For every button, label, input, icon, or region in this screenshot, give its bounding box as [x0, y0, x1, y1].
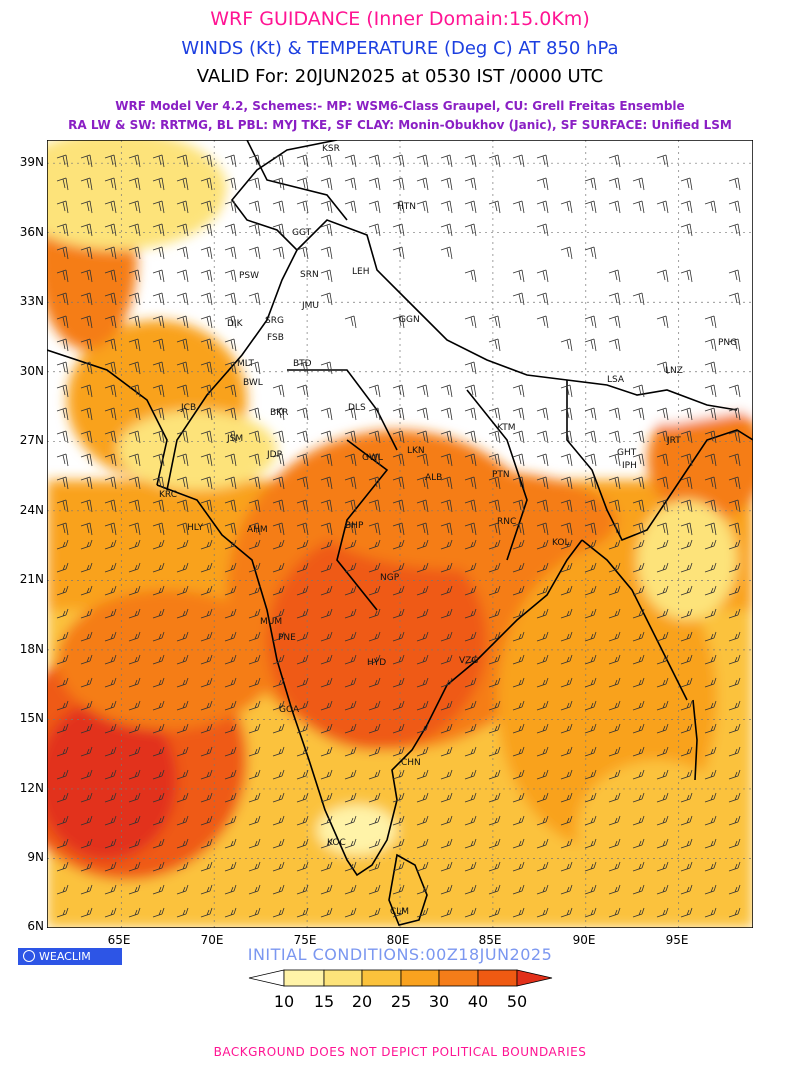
lat-tick-label: 18N: [4, 642, 44, 656]
model-scheme-line-1: WRF Model Ver 4.2, Schemes:- MP: WSM6-Cl…: [0, 99, 800, 113]
legend-label: 40: [468, 992, 488, 1011]
station-label: CLM: [390, 907, 409, 917]
footer-disclaimer: BACKGROUND DOES NOT DEPICT POLITICAL BOU…: [0, 1045, 800, 1059]
color-legend: 10 15 20 25 30 40 50: [246, 964, 556, 1024]
legend-label: 50: [507, 992, 527, 1011]
station-label: GGT: [292, 228, 312, 238]
station-label: RNC: [497, 517, 516, 527]
chart-title: WRF GUIDANCE (Inner Domain:15.0Km): [0, 8, 800, 30]
station-label: NGP: [380, 573, 400, 583]
station-label: GGN: [399, 315, 420, 325]
legend-label: 25: [391, 992, 411, 1011]
station-label: GHT: [617, 448, 637, 458]
lat-tick-label: 9N: [4, 850, 44, 864]
station-label: DLS: [348, 403, 366, 413]
station-label: LKN: [407, 446, 425, 456]
lat-tick-label: 33N: [4, 294, 44, 308]
legend-color-box: [478, 970, 517, 986]
station-label: KOL: [552, 538, 570, 548]
lat-tick-label: 27N: [4, 433, 44, 447]
legend-color-box: [249, 970, 284, 986]
station-label: IPH: [622, 461, 637, 471]
station-label: BKR: [270, 408, 288, 418]
station-label: VZG: [459, 656, 478, 666]
legend-color-box: [362, 970, 401, 986]
lat-tick-label: 21N: [4, 572, 44, 586]
station-label: JDP: [266, 450, 283, 460]
legend-label: 15: [314, 992, 334, 1011]
station-label: KOC: [327, 838, 346, 848]
station-label: BHP: [345, 521, 364, 531]
station-label: BTD: [293, 359, 312, 369]
station-label: MLT: [237, 359, 255, 369]
station-label: HTN: [397, 202, 416, 212]
lat-tick-label: 36N: [4, 225, 44, 239]
station-label: HLY: [187, 523, 204, 533]
station-label: FSB: [267, 333, 284, 343]
station-label: JSM: [226, 434, 243, 444]
station-label: HYD: [367, 658, 386, 668]
lat-tick-label: 30N: [4, 364, 44, 378]
station-label: KSR: [322, 144, 340, 154]
station-label: CHN: [401, 758, 421, 768]
station-label: MUM: [260, 617, 282, 627]
station-label: JRT: [666, 436, 681, 446]
station-label: ALB: [425, 473, 442, 483]
legend-label: 30: [429, 992, 449, 1011]
station-label: GWL: [362, 453, 383, 463]
valid-time: VALID For: 20JUN2025 at 0530 IST /0000 U…: [0, 66, 800, 87]
initial-conditions: INITIAL CONDITIONS:00Z18JUN2025: [0, 945, 800, 964]
station-label: JMU: [301, 301, 319, 311]
station-label: BWL: [243, 378, 263, 388]
station-label: PSW: [239, 271, 259, 281]
lat-tick-label: 6N: [4, 919, 44, 933]
station-label: KRC: [159, 490, 177, 500]
station-label: LSA: [607, 375, 625, 385]
station-label: PNE: [278, 633, 296, 643]
station-label: GOA: [279, 705, 300, 715]
station-label: PTN: [492, 470, 510, 480]
station-label: AHM: [247, 525, 268, 535]
lat-tick-label: 24N: [4, 503, 44, 517]
legend-color-box: [284, 970, 324, 986]
lat-tick-label: 39N: [4, 155, 44, 169]
station-label: SRG: [265, 316, 284, 326]
station-label: SRN: [300, 270, 319, 280]
lat-tick-label: 15N: [4, 711, 44, 725]
legend-color-box: [517, 970, 552, 986]
legend-color-box: [324, 970, 362, 986]
station-label: KTM: [497, 423, 515, 433]
station-label: LNZ: [665, 366, 683, 376]
lat-tick-label: 12N: [4, 781, 44, 795]
chart-subtitle: WINDS (Kt) & TEMPERATURE (Deg C) AT 850 …: [0, 38, 800, 59]
station-label: JCB: [180, 403, 196, 413]
legend-label: 20: [352, 992, 372, 1011]
legend-color-box: [439, 970, 478, 986]
model-scheme-line-2: RA LW & SW: RRTMG, BL PBL: MYJ TKE, SF C…: [0, 118, 800, 132]
station-label: PNG: [718, 338, 737, 348]
weather-map: KSR HTN GGT PSW SRN LEH JMU GGN DIK SRG …: [47, 140, 753, 928]
station-label: LEH: [352, 267, 369, 277]
legend-color-box: [401, 970, 439, 986]
station-label: DIK: [227, 319, 244, 329]
legend-label: 10: [274, 992, 294, 1011]
